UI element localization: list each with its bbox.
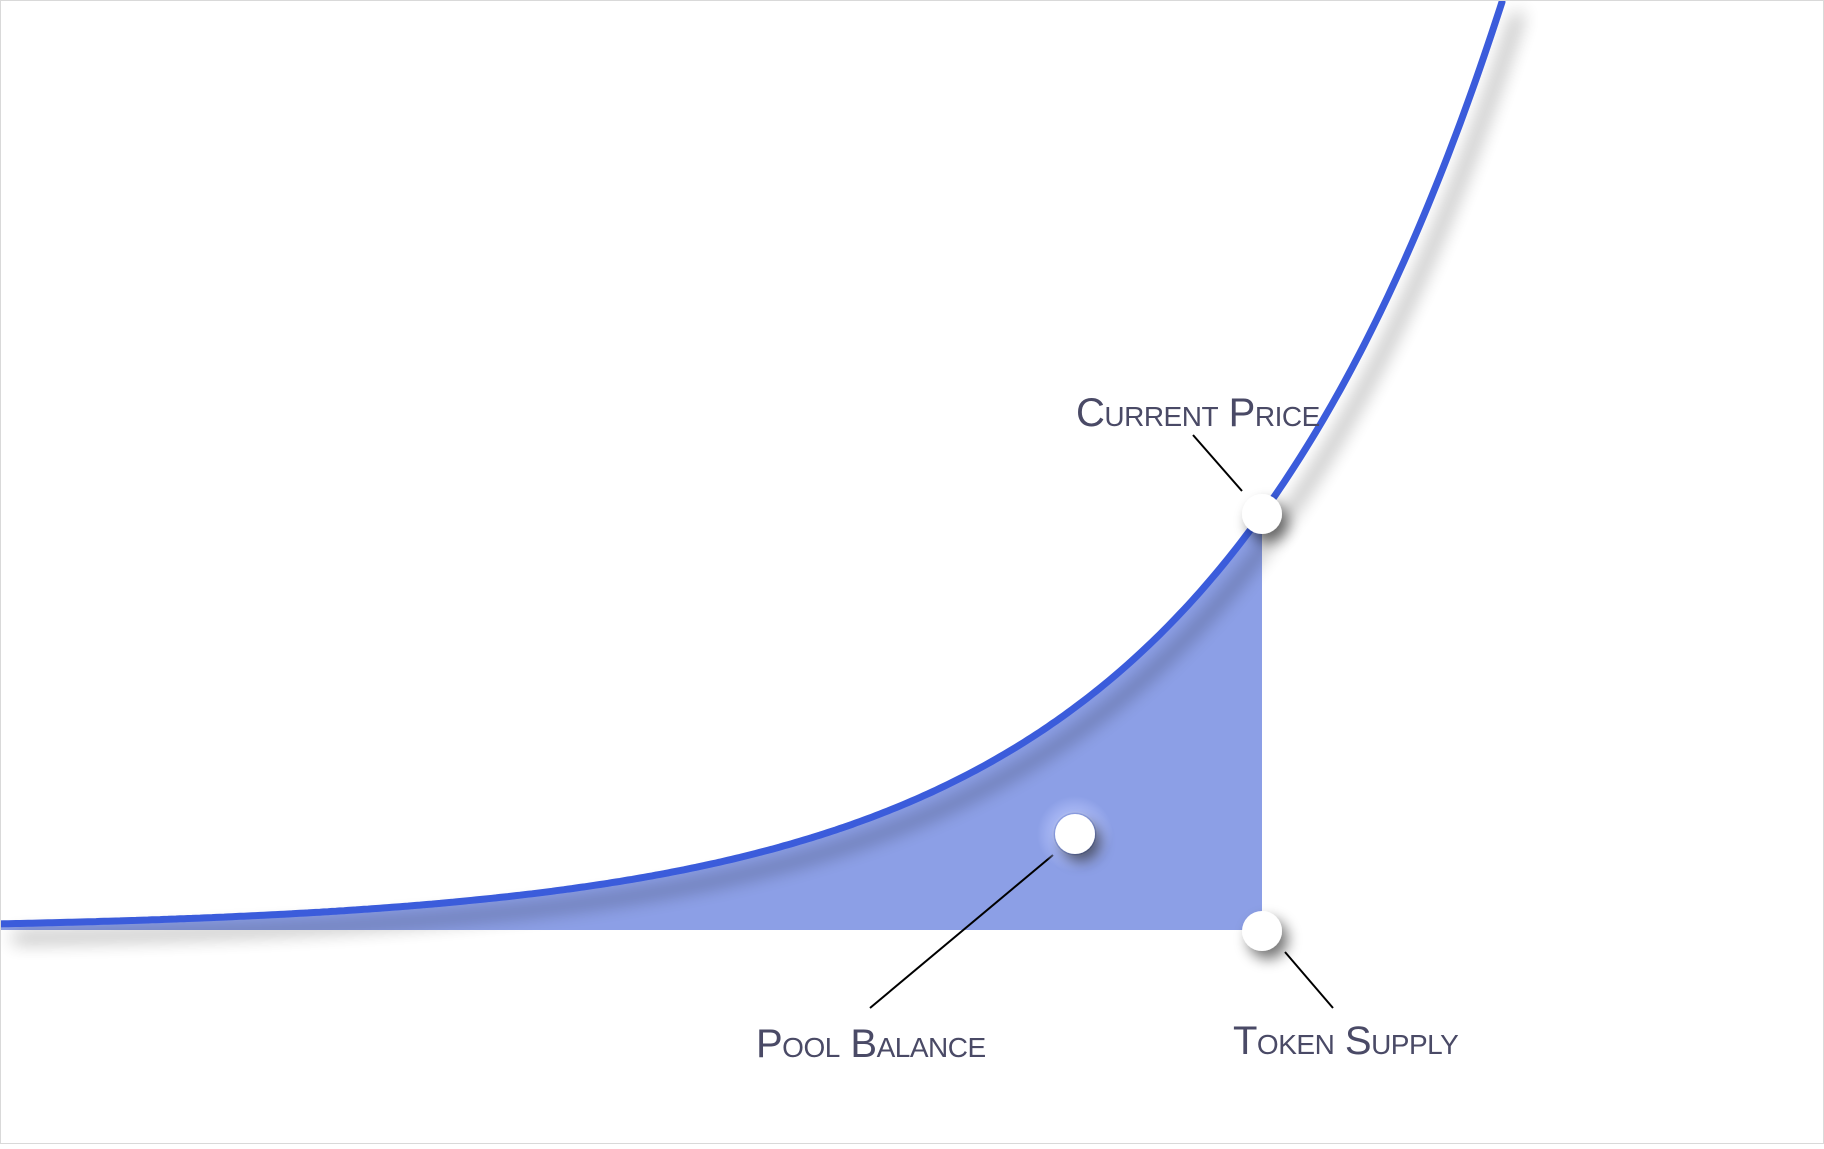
current-price-leader-line [1192,434,1243,492]
token-supply-marker[interactable] [1242,911,1282,951]
pool-balance-label: Pool Balance [756,1022,986,1066]
token-supply-leader-line [1284,951,1334,1009]
pool-balance-area [0,514,1262,930]
pool-balance-marker[interactable] [1055,814,1095,854]
current-price-marker[interactable] [1242,494,1282,534]
pool-balance-leader-line [869,854,1054,1009]
bonding-curve-line [0,0,1506,928]
token-supply-label: Token Supply [1233,1019,1459,1063]
current-price-label: Current Price [1076,391,1320,435]
